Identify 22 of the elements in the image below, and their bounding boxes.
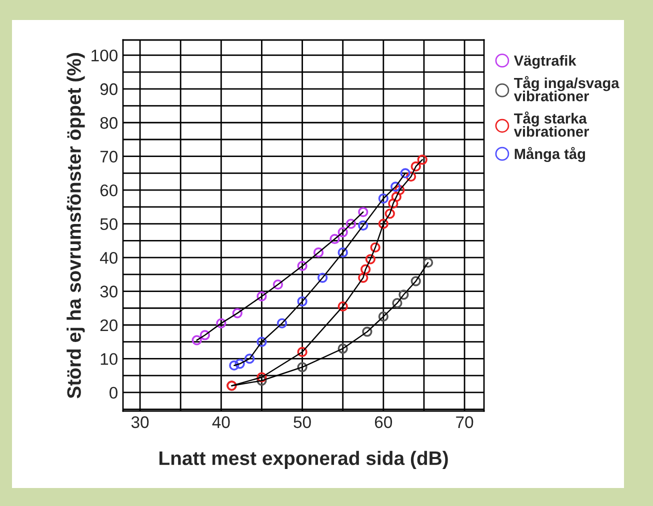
x-tick-label: 40: [212, 416, 230, 428]
x-tick-label: 30: [131, 416, 149, 428]
legend-label: Vägtrafik: [514, 55, 576, 69]
y-tick-label: 10: [100, 353, 118, 365]
x-tick-label: 50: [294, 416, 311, 428]
y-tick-label: 80: [100, 117, 118, 129]
legend-label: Tåg inga/svaga vibrationer: [514, 76, 620, 102]
y-tick-label: 0: [110, 386, 118, 399]
x-axis-title: Lnatt mest exponerad sida (dB): [159, 450, 448, 469]
y-tick-label: 30: [100, 286, 118, 298]
x-tick-label: 60: [374, 416, 392, 428]
y-tick-label: 60: [100, 184, 118, 196]
x-tick-label: 70: [456, 416, 474, 428]
y-tick-label: 50: [100, 218, 118, 230]
legend-label: Många tåg: [514, 146, 585, 162]
y-tick-label: 100: [92, 50, 118, 62]
y-tick-label: 90: [100, 83, 118, 96]
y-tick-label: 20: [100, 319, 118, 332]
legend-label: Tåg starka vibrationer: [514, 112, 590, 137]
y-tick-label: 70: [100, 150, 118, 163]
y-axis-title: Störd ej ha sovrumsfönster öppet (%): [66, 53, 85, 398]
y-tick-label: 40: [100, 252, 118, 264]
